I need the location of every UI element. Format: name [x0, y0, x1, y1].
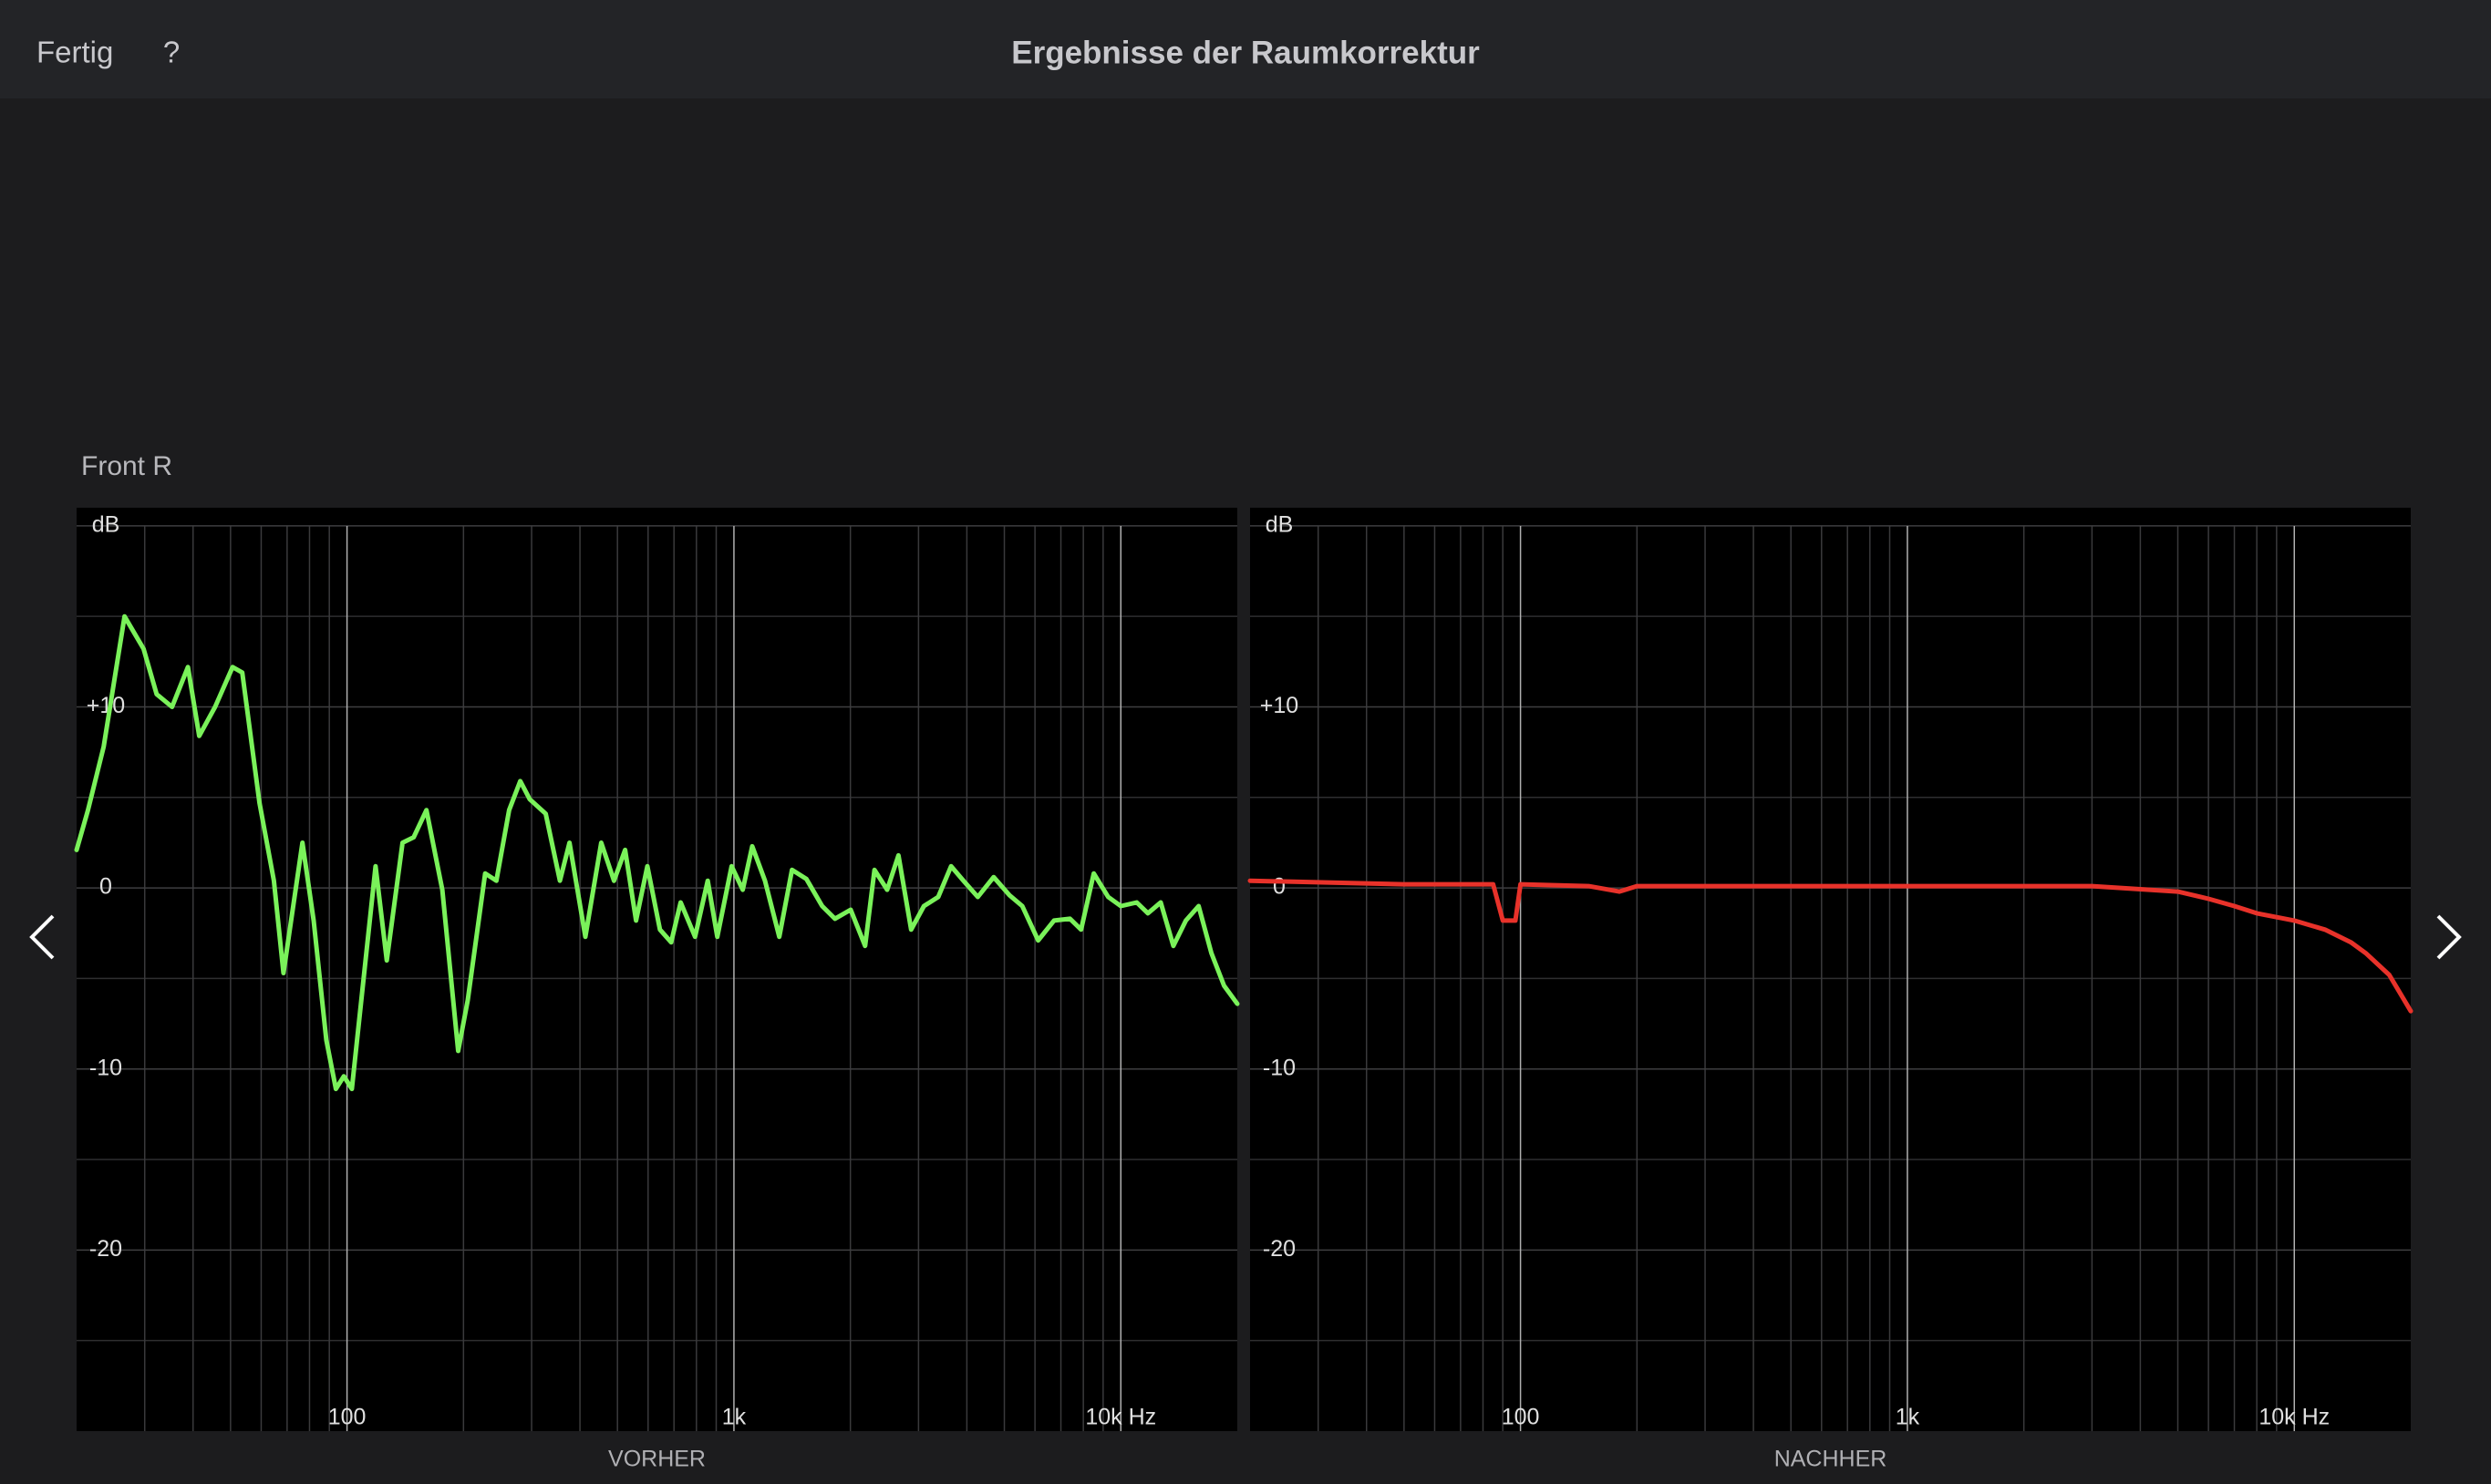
page-title: Ergebnisse der Raumkorrektur — [1011, 35, 1480, 70]
chart: dB +10 0 -10 -20 100 1k 10k Hz NACHHER — [1247, 508, 2413, 1472]
chart: dB +10 0 -10 -20 100 1k 10k Hz VORHER — [74, 508, 1240, 1472]
x-tick-label: 1k — [722, 1405, 747, 1430]
response-curve — [74, 613, 1240, 1092]
prev-arrow[interactable] — [29, 914, 55, 960]
x-axis-label: VORHER — [608, 1447, 706, 1472]
next-arrow[interactable] — [2436, 914, 2462, 960]
y-tick-label: +10 — [1260, 693, 1298, 718]
y-tick-label: -10 — [1263, 1055, 1296, 1080]
x-tick-label: 10k Hz — [2258, 1405, 2330, 1430]
x-tick-label: 10k Hz — [1085, 1405, 1156, 1430]
y-tick-label: -20 — [1263, 1236, 1296, 1262]
plot-area — [77, 508, 1237, 1431]
y-tick-label: dB — [92, 511, 120, 537]
x-axis-label: NACHHER — [1774, 1447, 1887, 1472]
x-tick-label: 1k — [1896, 1405, 1920, 1430]
y-tick-label: -20 — [89, 1236, 122, 1262]
plot-area — [1250, 508, 2411, 1431]
y-tick-label: dB — [1266, 511, 1294, 537]
nav-bar — [0, 0, 2491, 98]
y-tick-label: 0 — [1273, 874, 1286, 900]
y-tick-label: 0 — [99, 874, 112, 900]
y-tick-label: -10 — [89, 1055, 122, 1080]
done-button[interactable]: Fertig — [36, 36, 113, 69]
response-curve — [1247, 878, 2413, 1014]
x-tick-label: 100 — [328, 1405, 367, 1430]
section-label: Front R — [81, 451, 172, 481]
x-tick-label: 100 — [1502, 1405, 1540, 1430]
help-button[interactable]: ? — [163, 36, 180, 69]
y-tick-label: +10 — [87, 693, 125, 718]
